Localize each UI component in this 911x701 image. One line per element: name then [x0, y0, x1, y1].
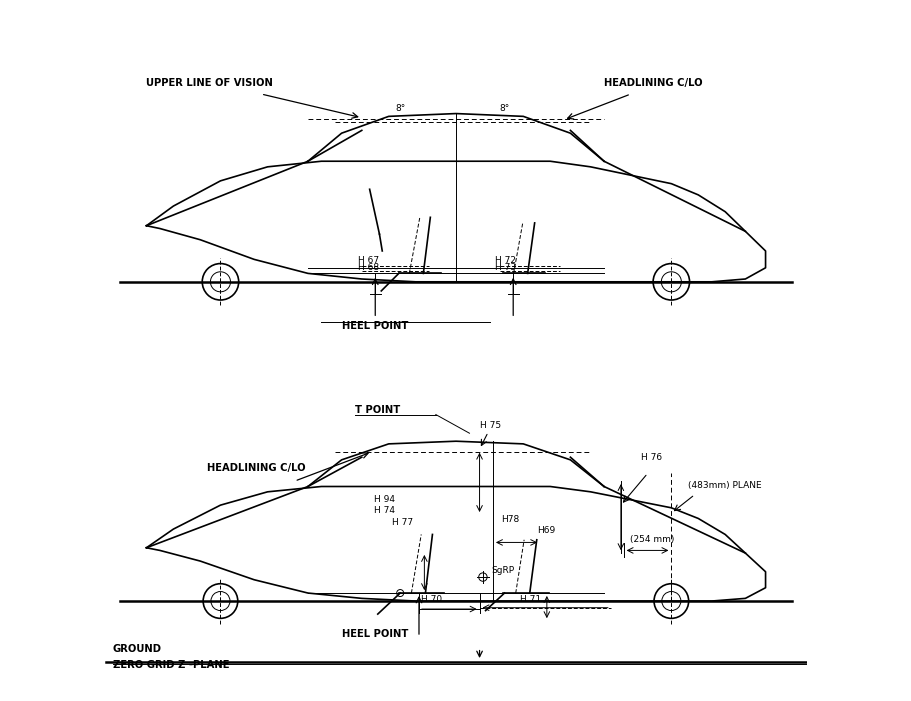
Text: (254 mm): (254 mm): [629, 535, 673, 544]
Text: HEEL POINT: HEEL POINT: [342, 322, 408, 332]
Text: H 67: H 67: [358, 256, 379, 265]
Text: H 68: H 68: [358, 263, 379, 272]
Text: GROUND: GROUND: [113, 644, 161, 654]
Text: ZERO GRID Z -PLANE: ZERO GRID Z -PLANE: [113, 660, 229, 670]
Text: H78: H78: [500, 515, 518, 524]
Text: 8°: 8°: [395, 104, 405, 113]
Text: T POINT: T POINT: [354, 405, 400, 415]
Text: H 72: H 72: [495, 256, 516, 265]
Text: H 76: H 76: [640, 453, 661, 462]
Text: H 70: H 70: [421, 595, 442, 604]
Text: 8°: 8°: [499, 104, 509, 113]
Text: H 77: H 77: [392, 518, 413, 527]
Text: H 75: H 75: [479, 421, 500, 430]
Text: H69: H69: [537, 526, 555, 535]
Text: H 94: H 94: [374, 496, 394, 505]
Text: H 71: H 71: [519, 595, 540, 604]
Text: SgRP: SgRP: [490, 566, 514, 575]
Text: (483mm) PLANE: (483mm) PLANE: [688, 481, 761, 490]
Text: HEADLINING C/LO: HEADLINING C/LO: [603, 78, 701, 88]
Text: H 73: H 73: [495, 263, 516, 272]
Text: H 74: H 74: [374, 506, 394, 515]
Text: UPPER LINE OF VISION: UPPER LINE OF VISION: [147, 78, 273, 88]
Text: HEADLINING C/LO: HEADLINING C/LO: [207, 463, 305, 472]
Text: HEEL POINT: HEEL POINT: [342, 629, 408, 639]
